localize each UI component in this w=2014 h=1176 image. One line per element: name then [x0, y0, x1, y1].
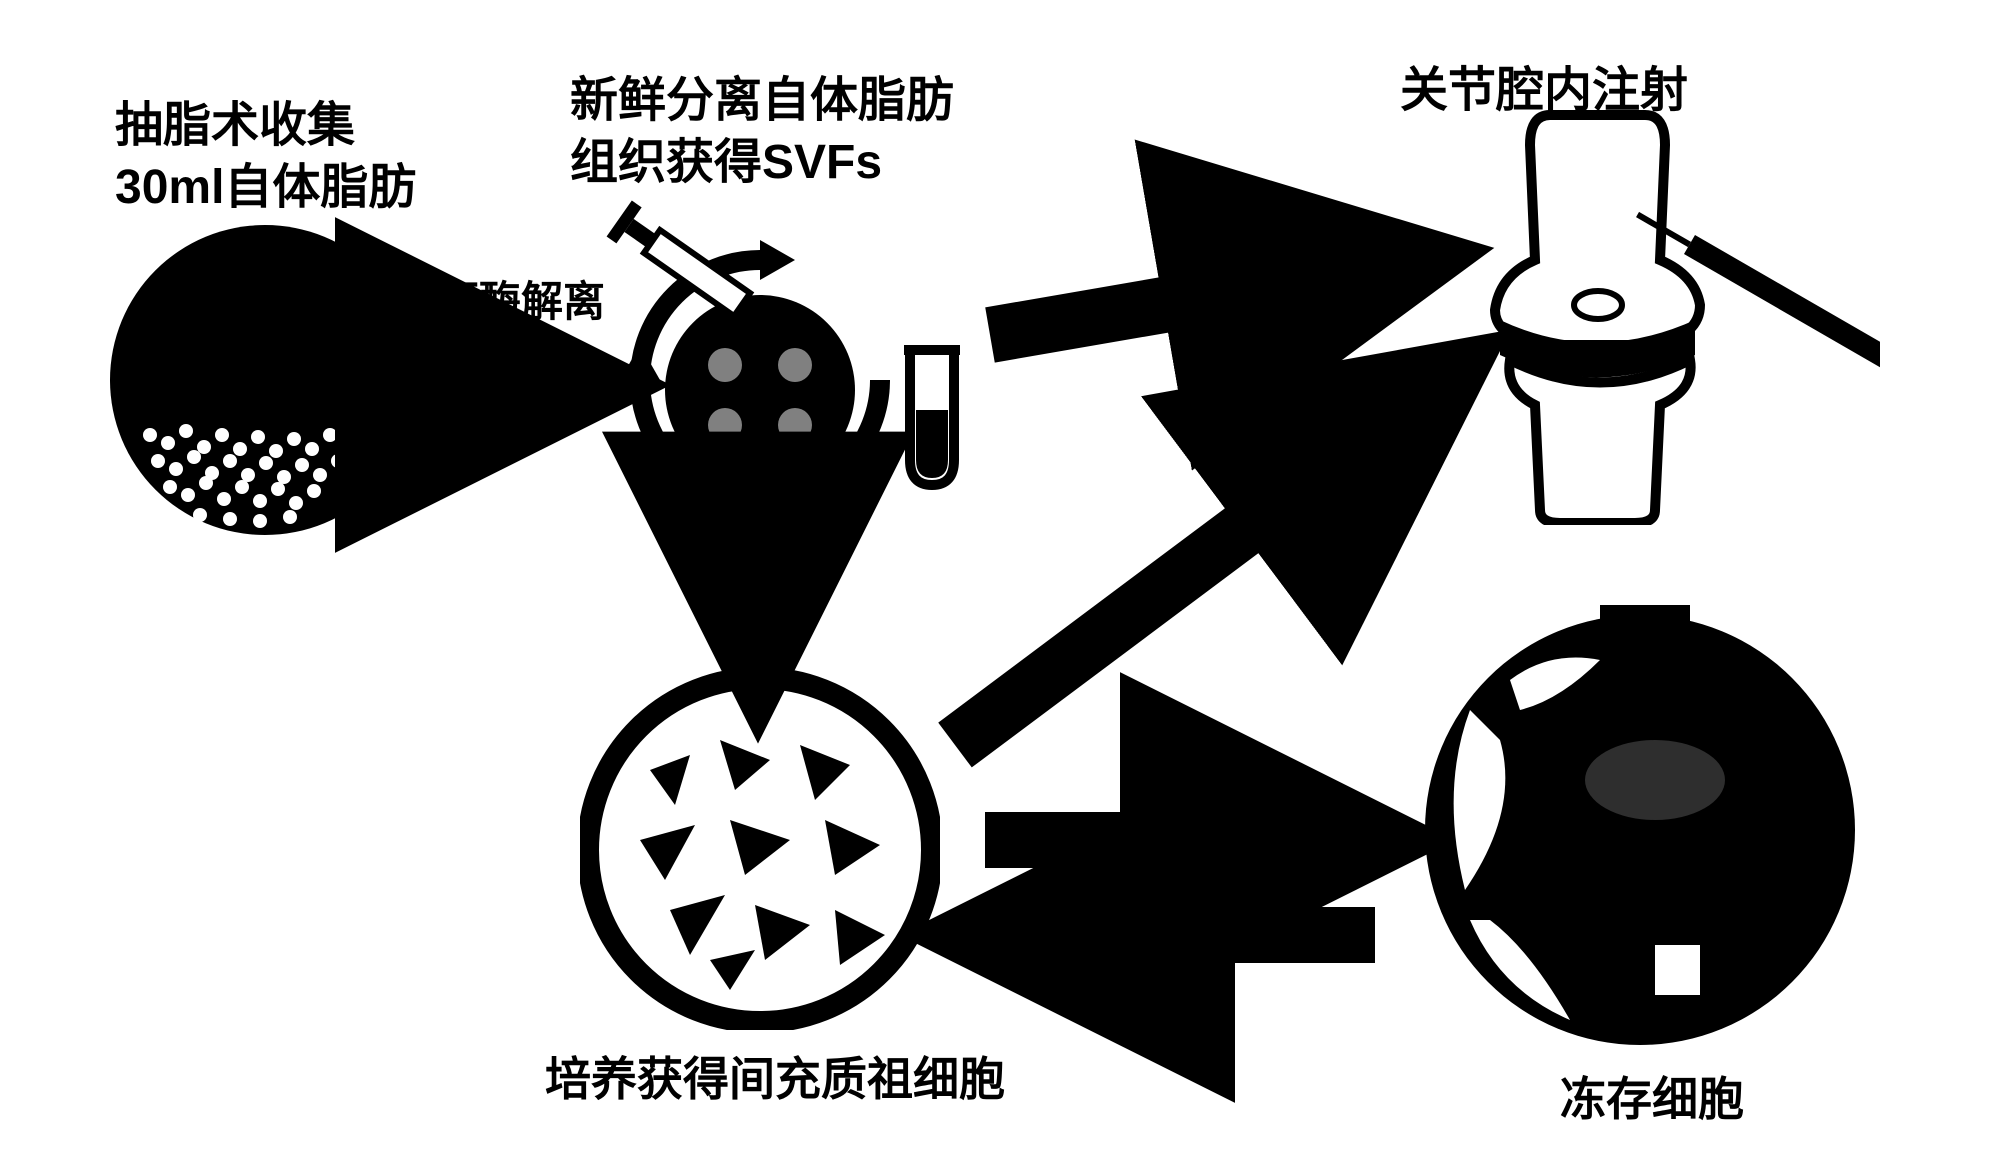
- arrows-layer: [0, 0, 2014, 1176]
- arrow-culture-to-injection: [955, 390, 1430, 745]
- arrow-svf-to-injection: [990, 265, 1395, 335]
